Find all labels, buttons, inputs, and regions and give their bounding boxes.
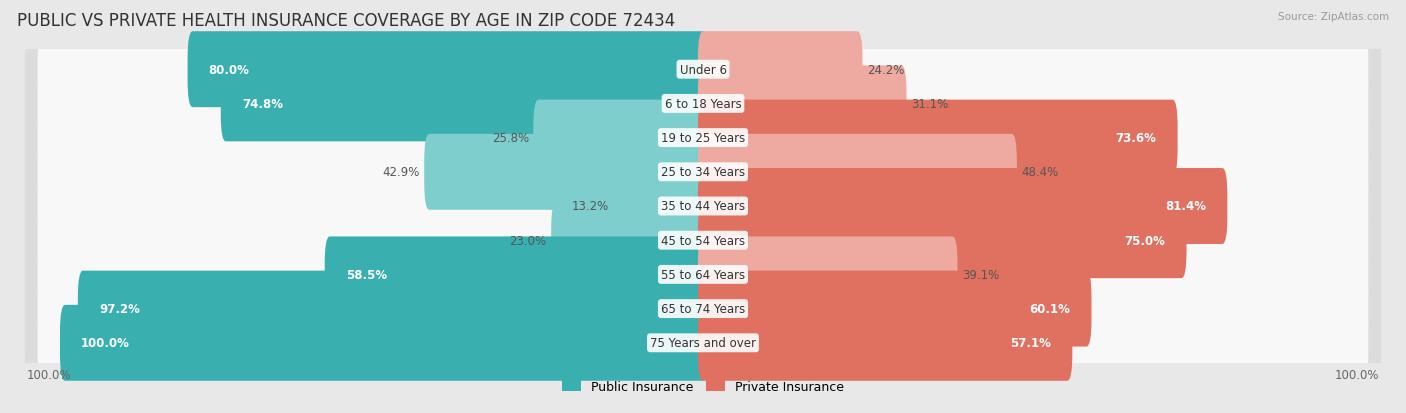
FancyBboxPatch shape bbox=[25, 45, 1381, 95]
Text: 25.8%: 25.8% bbox=[492, 132, 529, 145]
FancyBboxPatch shape bbox=[697, 305, 1073, 381]
Text: 58.5%: 58.5% bbox=[346, 268, 387, 281]
Legend: Public Insurance, Private Insurance: Public Insurance, Private Insurance bbox=[557, 375, 849, 398]
Text: 25 to 34 Years: 25 to 34 Years bbox=[661, 166, 745, 179]
Text: 65 to 74 Years: 65 to 74 Years bbox=[661, 302, 745, 316]
Text: 100.0%: 100.0% bbox=[82, 337, 129, 349]
Text: 57.1%: 57.1% bbox=[1011, 337, 1052, 349]
FancyBboxPatch shape bbox=[697, 66, 907, 142]
FancyBboxPatch shape bbox=[38, 80, 1368, 128]
FancyBboxPatch shape bbox=[221, 66, 709, 142]
FancyBboxPatch shape bbox=[533, 100, 709, 176]
FancyBboxPatch shape bbox=[38, 148, 1368, 197]
FancyBboxPatch shape bbox=[697, 271, 1091, 347]
FancyBboxPatch shape bbox=[38, 251, 1368, 299]
FancyBboxPatch shape bbox=[551, 203, 709, 278]
Text: 35 to 44 Years: 35 to 44 Years bbox=[661, 200, 745, 213]
FancyBboxPatch shape bbox=[25, 249, 1381, 300]
Text: 23.0%: 23.0% bbox=[509, 234, 547, 247]
FancyBboxPatch shape bbox=[77, 271, 709, 347]
FancyBboxPatch shape bbox=[38, 216, 1368, 265]
FancyBboxPatch shape bbox=[697, 135, 1017, 210]
FancyBboxPatch shape bbox=[25, 284, 1381, 334]
Text: PUBLIC VS PRIVATE HEALTH INSURANCE COVERAGE BY AGE IN ZIP CODE 72434: PUBLIC VS PRIVATE HEALTH INSURANCE COVER… bbox=[17, 12, 675, 30]
FancyBboxPatch shape bbox=[38, 114, 1368, 162]
FancyBboxPatch shape bbox=[25, 318, 1381, 368]
Text: 73.6%: 73.6% bbox=[1116, 132, 1157, 145]
FancyBboxPatch shape bbox=[25, 113, 1381, 164]
FancyBboxPatch shape bbox=[325, 237, 709, 313]
FancyBboxPatch shape bbox=[697, 100, 1178, 176]
Text: 19 to 25 Years: 19 to 25 Years bbox=[661, 132, 745, 145]
Text: Under 6: Under 6 bbox=[679, 64, 727, 76]
Text: 75 Years and over: 75 Years and over bbox=[650, 337, 756, 349]
FancyBboxPatch shape bbox=[697, 203, 1187, 278]
FancyBboxPatch shape bbox=[425, 135, 709, 210]
FancyBboxPatch shape bbox=[697, 32, 862, 108]
Text: 6 to 18 Years: 6 to 18 Years bbox=[665, 97, 741, 111]
FancyBboxPatch shape bbox=[25, 181, 1381, 232]
Text: 55 to 64 Years: 55 to 64 Years bbox=[661, 268, 745, 281]
Text: 75.0%: 75.0% bbox=[1125, 234, 1166, 247]
FancyBboxPatch shape bbox=[25, 79, 1381, 129]
Text: 13.2%: 13.2% bbox=[572, 200, 609, 213]
FancyBboxPatch shape bbox=[187, 32, 709, 108]
Text: 100.0%: 100.0% bbox=[27, 368, 72, 382]
Text: 39.1%: 39.1% bbox=[962, 268, 1000, 281]
FancyBboxPatch shape bbox=[25, 147, 1381, 198]
Text: 45 to 54 Years: 45 to 54 Years bbox=[661, 234, 745, 247]
Text: 31.1%: 31.1% bbox=[911, 97, 948, 111]
Text: 42.9%: 42.9% bbox=[382, 166, 420, 179]
FancyBboxPatch shape bbox=[38, 285, 1368, 333]
Text: 81.4%: 81.4% bbox=[1166, 200, 1206, 213]
Text: 97.2%: 97.2% bbox=[98, 302, 139, 316]
Text: 74.8%: 74.8% bbox=[242, 97, 283, 111]
Text: 100.0%: 100.0% bbox=[1334, 368, 1379, 382]
Text: Source: ZipAtlas.com: Source: ZipAtlas.com bbox=[1278, 12, 1389, 22]
Text: 48.4%: 48.4% bbox=[1021, 166, 1059, 179]
Text: 24.2%: 24.2% bbox=[868, 64, 904, 76]
FancyBboxPatch shape bbox=[38, 182, 1368, 231]
Text: 80.0%: 80.0% bbox=[208, 64, 249, 76]
FancyBboxPatch shape bbox=[697, 237, 957, 313]
FancyBboxPatch shape bbox=[25, 215, 1381, 266]
Text: 60.1%: 60.1% bbox=[1029, 302, 1070, 316]
FancyBboxPatch shape bbox=[60, 305, 709, 381]
FancyBboxPatch shape bbox=[613, 169, 709, 244]
FancyBboxPatch shape bbox=[697, 169, 1227, 244]
FancyBboxPatch shape bbox=[38, 46, 1368, 94]
FancyBboxPatch shape bbox=[38, 319, 1368, 367]
